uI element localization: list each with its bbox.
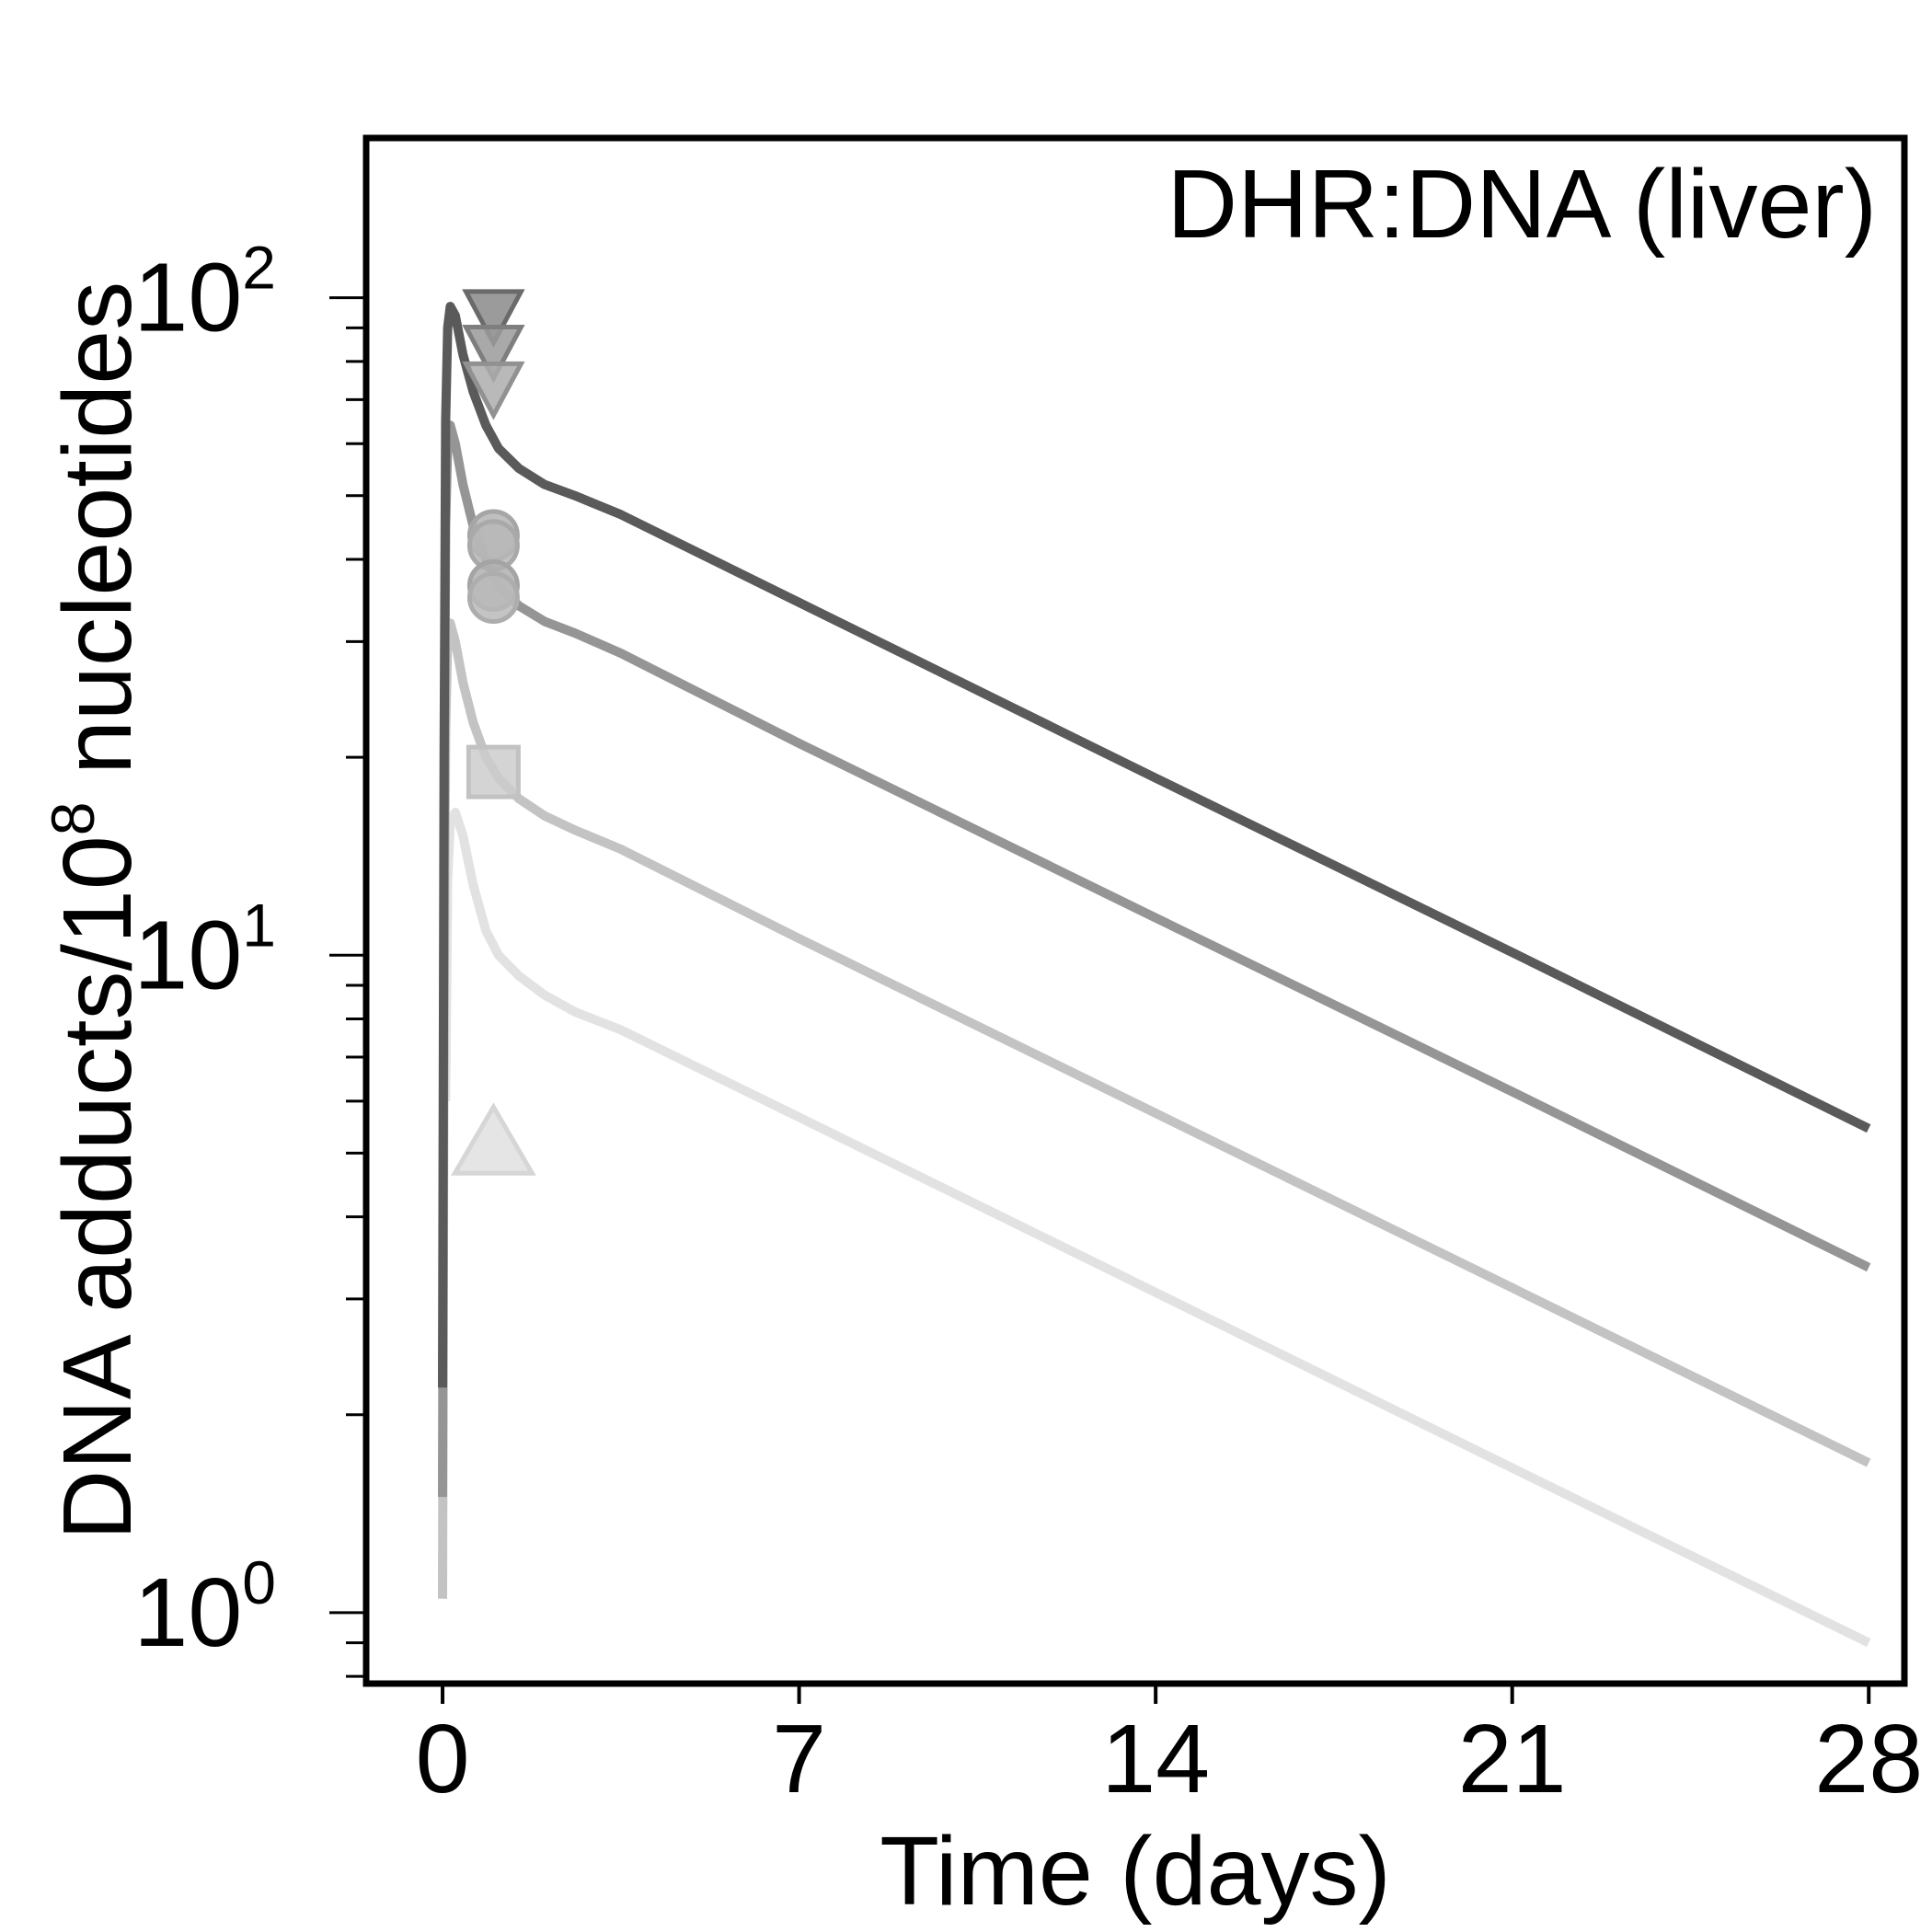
data-point-triangle-down-2 xyxy=(462,325,525,384)
data-point-triangle-up-9 xyxy=(451,1102,536,1176)
x-tick-label-14: 14 xyxy=(1101,1705,1210,1813)
y-tick-label-100: 102 xyxy=(133,234,276,352)
y-tick-label-1: 100 xyxy=(133,1548,276,1667)
y-tick-label-10: 101 xyxy=(133,891,276,1009)
x-axis: 0 7 14 21 28 xyxy=(416,1684,1923,1813)
y-axis-label-exp: 8 xyxy=(39,801,107,835)
x-tick-label-0: 0 xyxy=(416,1705,470,1813)
y-axis: 100 101 102 xyxy=(133,234,366,1678)
x-tick-label-28: 28 xyxy=(1814,1705,1923,1813)
y-axis-label-tail: nucleotides xyxy=(43,282,152,802)
data-point-triangle-down-1 xyxy=(462,289,525,349)
series-layer xyxy=(438,302,1871,1648)
x-axis-label: Time (days) xyxy=(880,1817,1391,1926)
chart-title: DHR:DNA (liver) xyxy=(1167,150,1877,259)
series-line-3 xyxy=(438,618,1871,1599)
x-tick-label-7: 7 xyxy=(772,1705,826,1813)
plot-frame xyxy=(362,134,1908,1687)
data-point-square-8 xyxy=(466,744,521,799)
series-line-1 xyxy=(438,302,1871,1388)
marker-layer xyxy=(451,289,536,1176)
data-point-circle-7 xyxy=(466,570,520,624)
y-axis-label-main: DNA adducts/10 xyxy=(43,835,152,1540)
series-line-2 xyxy=(438,420,1871,1498)
data-point-triangle-down-3 xyxy=(462,361,525,420)
y-axis-label: DNA adducts/108 nucleotides xyxy=(39,282,152,1540)
x-tick-label-21: 21 xyxy=(1458,1705,1567,1813)
series-line-4 xyxy=(441,807,1871,1648)
